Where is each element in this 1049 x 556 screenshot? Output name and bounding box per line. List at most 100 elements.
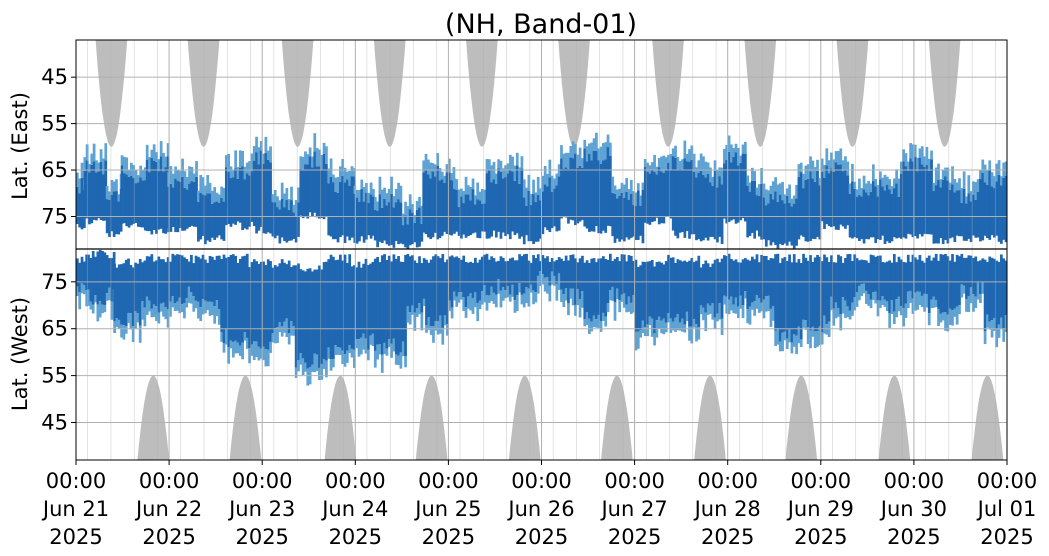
activity-fringe-west <box>387 339 391 348</box>
activity-strip-east <box>429 178 433 240</box>
activity-strip-west <box>383 254 386 343</box>
activity-fringe-east <box>762 183 766 198</box>
activity-strip-east <box>325 163 328 217</box>
activity-strip-east <box>504 177 507 236</box>
activity-strip-west <box>499 256 503 291</box>
activity-strip-east <box>602 160 605 231</box>
activity-fringe-west <box>380 354 384 373</box>
activity-fringe-east <box>941 170 945 180</box>
activity-fringe-west <box>297 360 300 372</box>
activity-strip-west <box>688 260 691 327</box>
activity-fringe-west <box>101 304 104 314</box>
activity-strip-west <box>883 262 887 300</box>
activity-strip-east <box>778 194 782 244</box>
activity-fringe-west <box>455 296 459 307</box>
activity-fringe-east <box>669 154 673 170</box>
x-tick-label: 00:00 Jun 29 2025 <box>786 469 854 549</box>
activity-strip-east <box>648 173 652 225</box>
activity-fringe-west <box>718 303 722 320</box>
activity-strip-east <box>1004 175 1008 243</box>
activity-fringe-east <box>685 153 689 162</box>
activity-strip-west <box>874 256 878 292</box>
activity-strip-west <box>830 255 833 297</box>
activity-strip-west <box>469 261 473 294</box>
activity-strip-east <box>685 161 689 232</box>
activity-strip-west <box>101 250 104 305</box>
activity-fringe-east <box>611 176 615 193</box>
x-tick-label-line: 00:00 <box>325 469 386 493</box>
activity-strip-east <box>426 174 430 238</box>
activity-strip-west <box>899 259 903 307</box>
activity-fringe-west <box>85 290 89 307</box>
activity-fringe-east <box>102 158 105 175</box>
activity-fringe-west <box>599 320 603 332</box>
activity-fringe-west <box>846 306 850 318</box>
activity-strip-west <box>937 260 940 309</box>
activity-strip-west <box>916 259 919 292</box>
activity-strip-east <box>494 183 498 238</box>
activity-strip-west <box>208 255 212 302</box>
activity-strip-east <box>190 181 194 226</box>
activity-fringe-west <box>460 292 463 300</box>
activity-fringe-east <box>145 144 149 160</box>
activity-strip-east <box>378 194 382 242</box>
activity-fringe-west <box>993 317 996 331</box>
activity-fringe-east <box>567 152 570 169</box>
activity-fringe-east <box>681 159 684 170</box>
activity-fringe-east <box>336 176 340 193</box>
activity-fringe-west <box>825 324 829 335</box>
activity-strip-east <box>681 169 684 233</box>
activity-strip-east <box>834 162 838 230</box>
activity-fringe-west <box>429 325 433 335</box>
activity-strip-west <box>285 264 289 319</box>
activity-strip-west <box>650 259 654 319</box>
activity-fringe-west <box>96 304 100 322</box>
activity-strip-west <box>564 255 568 289</box>
activity-fringe-west <box>420 312 424 331</box>
activity-fringe-east <box>376 201 379 211</box>
activity-fringe-west <box>869 299 873 309</box>
activity-fringe-east <box>436 153 440 166</box>
activity-strip-west <box>194 255 198 301</box>
activity-fringe-east <box>867 180 871 196</box>
activity-strip-west <box>571 254 575 289</box>
activity-fringe-east <box>301 157 305 170</box>
activity-fringe-east <box>548 159 552 178</box>
activity-strip-east <box>534 201 538 242</box>
activity-strip-west <box>918 254 922 292</box>
activity-strip-east <box>404 215 407 248</box>
activity-strip-west <box>846 254 850 307</box>
activity-strip-east <box>513 180 517 236</box>
activity-strip-west <box>511 257 514 285</box>
activity-fringe-west <box>306 368 310 386</box>
activity-fringe-east <box>201 177 205 195</box>
activity-fringe-east <box>341 158 345 176</box>
activity-strip-west <box>278 263 282 323</box>
activity-fringe-west <box>902 307 905 327</box>
activity-strip-east <box>97 171 101 219</box>
activity-strip-west <box>578 258 582 300</box>
activity-strip-east <box>120 165 124 224</box>
activity-fringe-west <box>615 288 619 300</box>
activity-fringe-west <box>941 312 945 321</box>
activity-fringe-west <box>981 282 985 294</box>
activity-strip-east <box>655 174 659 218</box>
activity-fringe-west <box>339 347 342 355</box>
activity-strip-east <box>643 166 647 223</box>
activity-strip-west <box>948 260 952 309</box>
activity-strip-west <box>487 259 491 296</box>
activity-fringe-east <box>853 181 857 189</box>
no-data-region-west <box>415 375 448 460</box>
activity-strip-west <box>80 256 84 284</box>
activity-fringe-west <box>897 296 901 312</box>
activity-strip-east <box>944 176 947 240</box>
activity-strip-east <box>718 176 722 237</box>
activity-fringe-west <box>162 302 165 317</box>
activity-fringe-west <box>117 319 121 329</box>
activity-strip-west <box>96 251 100 305</box>
activity-fringe-east <box>318 149 321 167</box>
activity-fringe-west <box>541 274 545 285</box>
activity-strip-east <box>104 160 108 221</box>
activity-fringe-east <box>329 158 333 177</box>
activity-strip-east <box>487 169 491 239</box>
